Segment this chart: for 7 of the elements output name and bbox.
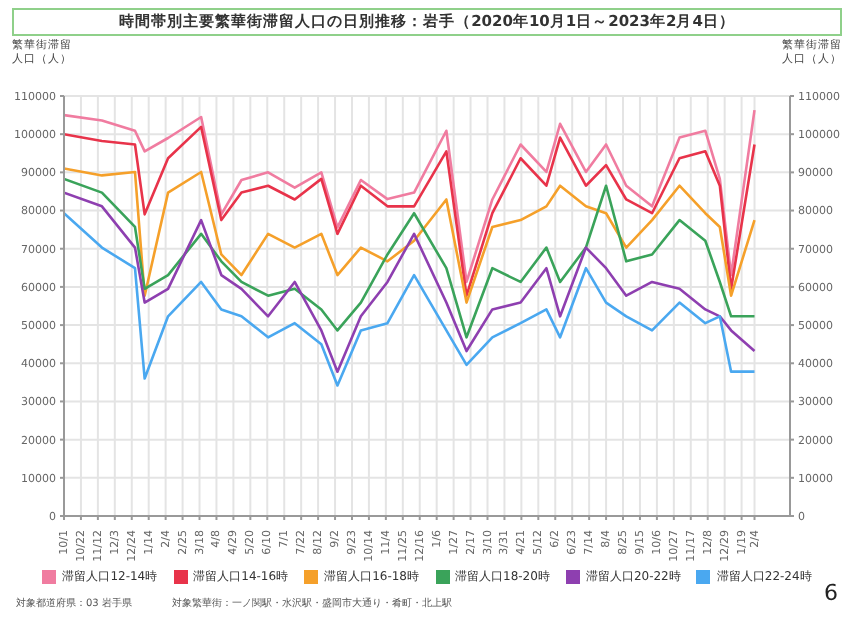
- line-series: [64, 167, 756, 304]
- text: 6: [824, 580, 838, 606]
- line-series: [64, 125, 756, 297]
- line-series: [64, 108, 756, 284]
- line-series: [64, 191, 756, 373]
- line-series: [64, 211, 756, 387]
- line-series: [64, 177, 756, 339]
